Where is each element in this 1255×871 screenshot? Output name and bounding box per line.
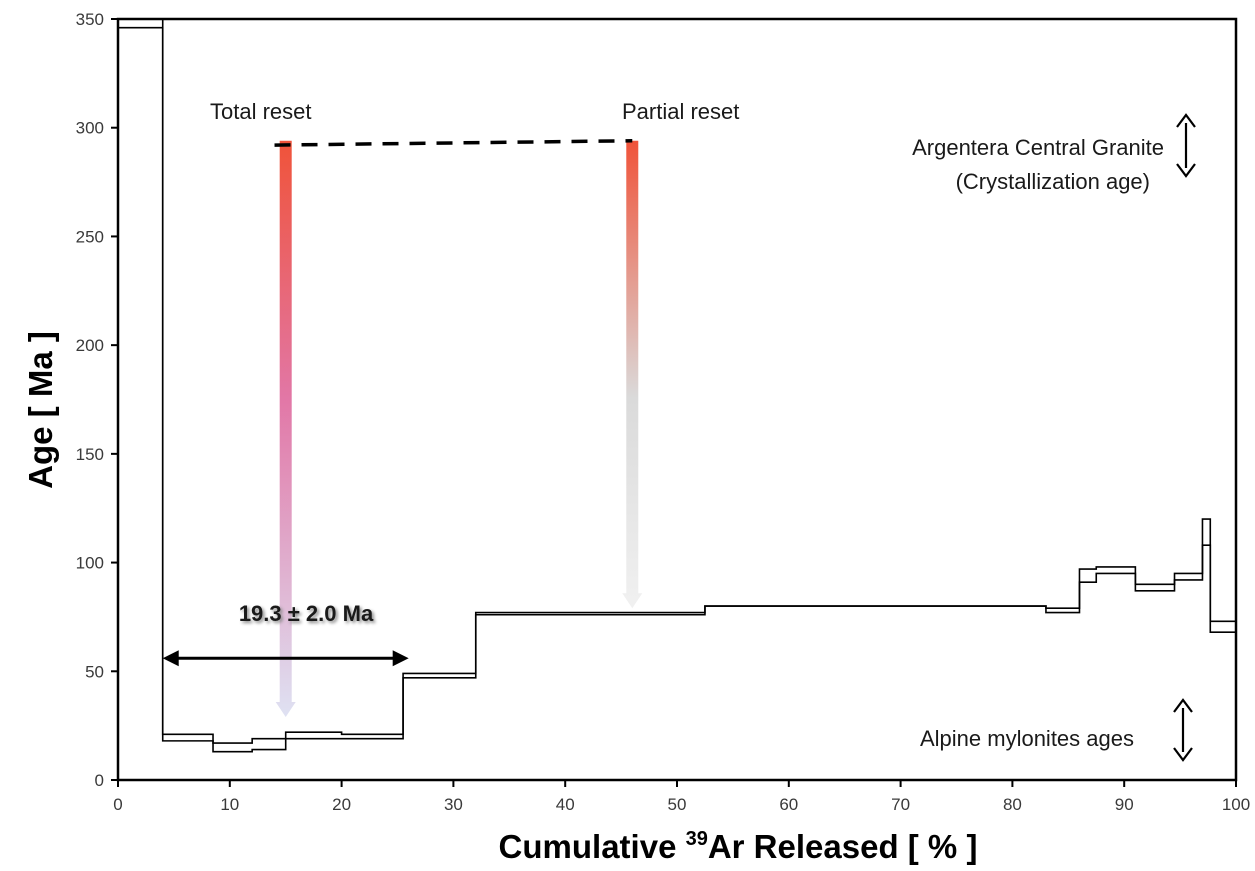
y-tick-label-6: 300 — [76, 119, 104, 138]
spectrum-step-11 — [1096, 567, 1135, 574]
x-axis-title-post: Ar Released [ % ] — [708, 828, 978, 865]
x-axis-title: Cumulative 39Ar Released [ % ] — [499, 828, 978, 865]
reset-arrow-1 — [622, 140, 643, 609]
spectrum-step-3 — [252, 739, 286, 750]
x-tick-label-1: 10 — [220, 795, 239, 814]
reset-arrow-0 — [275, 140, 296, 717]
x-tick-label-0: 0 — [113, 795, 122, 814]
spectrum-lower-envelope — [118, 26, 1236, 753]
spectrum-step-1 — [163, 734, 213, 741]
y-axis-title: Age [ Ma ] — [22, 331, 59, 489]
x-tick-label-3: 30 — [444, 795, 463, 814]
x-tick-label-8: 80 — [1003, 795, 1022, 814]
label-granite-line2: (Crystallization age) — [956, 169, 1150, 194]
x-axis-title-pre: Cumulative — [499, 828, 686, 865]
x-tick-label-7: 70 — [891, 795, 910, 814]
x-axis-title-sup: 39 — [686, 828, 708, 850]
label-alpine-mylonites: Alpine mylonites ages — [920, 726, 1134, 751]
spectrum-step-13 — [1175, 573, 1203, 580]
reset-dashed-line — [274, 139, 633, 147]
label-total-reset: Total reset — [210, 99, 312, 124]
x-tick-label-2: 20 — [332, 795, 351, 814]
y-tick-label-4: 200 — [76, 336, 104, 355]
y-tick-label-7: 350 — [76, 10, 104, 29]
granite-range-arrow-head-down — [1176, 163, 1196, 178]
x-tick-label-9: 90 — [1115, 795, 1134, 814]
plateau-arrow-head-left — [162, 650, 179, 667]
alpine-range-arrow-head-up — [1173, 698, 1193, 713]
spectrum-step-10 — [1079, 569, 1096, 582]
y-tick-label-3: 150 — [76, 445, 104, 464]
x-tick-label-6: 60 — [779, 795, 798, 814]
x-tick-label-4: 40 — [556, 795, 575, 814]
spectrum-step-0 — [118, 19, 163, 28]
spectrum-step-2 — [213, 743, 252, 752]
granite-range-arrow-head-up — [1176, 113, 1196, 128]
x-tick-label-5: 50 — [668, 795, 687, 814]
y-tick-label-2: 100 — [76, 554, 104, 573]
alpine-range-arrow-head-down — [1173, 747, 1193, 762]
label-granite-line1: Argentera Central Granite — [912, 135, 1164, 160]
spectrum-step-15 — [1210, 621, 1236, 632]
label-plateau-age: 19.3 ± 2.0 Ma — [239, 601, 374, 626]
label-partial-reset: Partial reset — [622, 99, 739, 124]
spectrum-step-4 — [286, 732, 342, 739]
spectrum-step-14 — [1202, 519, 1210, 545]
y-tick-label-0: 0 — [95, 771, 104, 790]
y-tick-label-1: 50 — [85, 662, 104, 681]
y-tick-label-5: 250 — [76, 227, 104, 246]
x-tick-label-10: 100 — [1222, 795, 1250, 814]
plateau-arrow-head-right — [392, 650, 409, 667]
spectrum-step-12 — [1135, 584, 1174, 591]
